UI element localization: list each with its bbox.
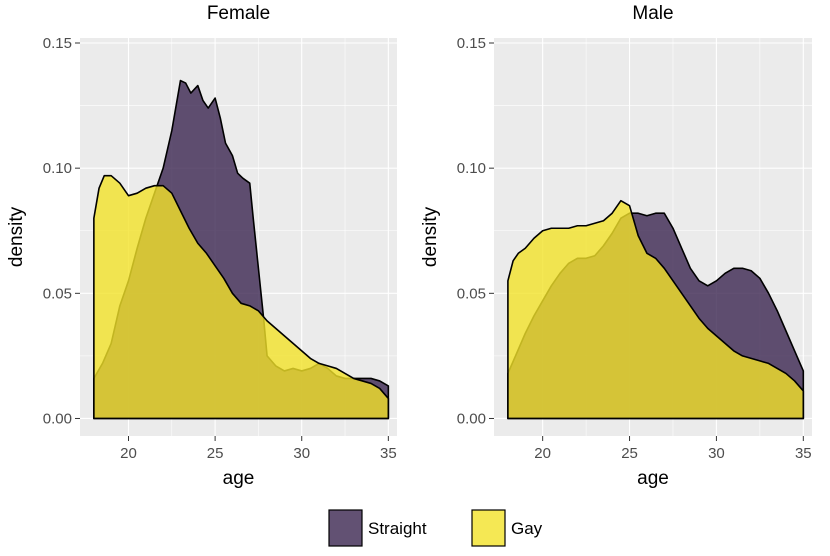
legend-key-straight <box>328 509 363 547</box>
x-tick-label: 20 <box>534 445 551 462</box>
x-tick-label: 35 <box>380 445 397 462</box>
y-tick-label: 0.05 <box>43 285 72 302</box>
density-area-gay <box>507 199 805 420</box>
y-tick-label: 0.00 <box>43 410 72 427</box>
y-tick-label: 0.10 <box>457 160 486 177</box>
panel-title: Female <box>207 3 270 24</box>
y-tick-label: 0.10 <box>43 160 72 177</box>
legend: Straight Gay <box>328 509 543 547</box>
legend-label-gay: Gay <box>511 519 543 538</box>
y-axis-title: density <box>6 206 27 267</box>
legend-label-straight: Straight <box>368 519 427 538</box>
x-tick-label: 35 <box>795 445 812 462</box>
panel-male: 20 25 30 35 0.00 0.05 0.10 0.15 Male age density <box>420 3 812 489</box>
x-tick-label: 20 <box>120 445 137 462</box>
x-tick-label: 25 <box>207 445 224 462</box>
panel-female: 20 25 30 35 0.00 0.05 0.10 0.15 Female age density <box>6 3 397 489</box>
x-tick-label: 25 <box>621 445 638 462</box>
density-area-gay <box>93 174 390 420</box>
y-tick-label: 0.00 <box>457 410 486 427</box>
y-tick-label: 0.15 <box>457 35 486 52</box>
legend-key-gay <box>471 509 506 547</box>
x-tick-label: 30 <box>293 445 310 462</box>
y-tick-label: 0.15 <box>43 35 72 52</box>
y-axis-title: density <box>420 206 441 267</box>
x-axis-title: age <box>637 468 669 489</box>
x-tick-label: 30 <box>708 445 725 462</box>
panel-title: Male <box>632 3 673 24</box>
y-tick-label: 0.05 <box>457 285 486 302</box>
x-axis-title: age <box>223 468 255 489</box>
